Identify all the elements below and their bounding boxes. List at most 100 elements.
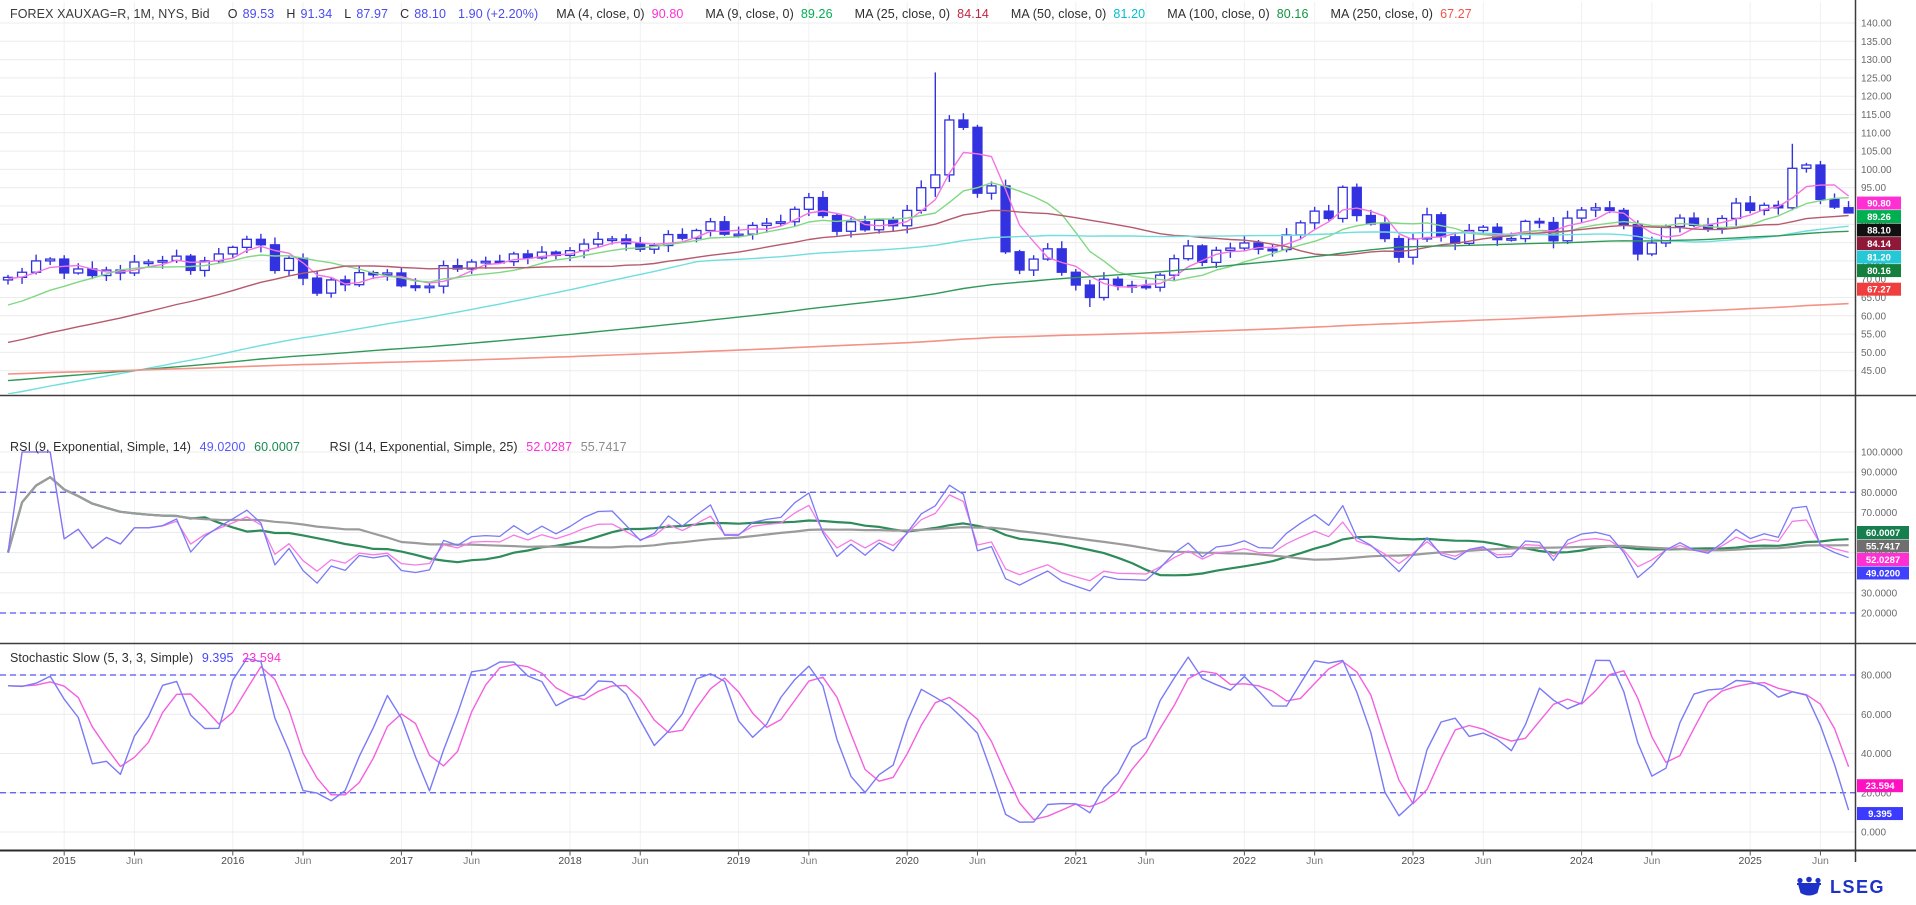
axis-badge	[1857, 779, 1903, 793]
axis-badge-label: 89.26	[1867, 212, 1891, 223]
candle-body	[1225, 247, 1236, 251]
lseg-crest-icon	[1797, 876, 1821, 896]
candle-body	[1590, 207, 1601, 211]
candle-body	[1267, 248, 1278, 252]
candle-body	[1632, 224, 1643, 255]
candle-body	[1815, 164, 1826, 201]
candle-body	[1562, 217, 1573, 242]
candle-body	[1253, 242, 1264, 250]
candle-body	[1239, 242, 1250, 249]
axis-tick-label: 45.00	[1861, 366, 1886, 377]
candle-body	[1843, 207, 1854, 214]
candle-body	[1140, 285, 1152, 289]
candle-body	[1070, 271, 1081, 286]
candle-body	[1197, 245, 1208, 264]
candle-body	[607, 238, 618, 242]
candle-body	[1787, 167, 1798, 209]
candle-body	[972, 126, 983, 194]
vertical-gridlines	[63, 2, 1821, 849]
candle-body	[157, 259, 168, 263]
axis-tick-label: 100.0000	[1861, 448, 1903, 459]
axis-tick-label: 130.00	[1861, 55, 1892, 66]
stoch-badges: 23.594 9.395	[1857, 779, 1903, 821]
ma25-line	[7, 209, 1849, 344]
rsi-slow-line	[7, 451, 1849, 582]
month-tick-label: Jun	[463, 855, 480, 867]
axis-badge	[1857, 196, 1901, 210]
candle-body	[1745, 202, 1756, 212]
axis-badge-label: 67.27	[1867, 284, 1891, 295]
candle-body	[241, 238, 253, 249]
candle-body	[1154, 274, 1166, 288]
candle-body	[635, 243, 646, 250]
axis-badge	[1857, 250, 1901, 264]
candle-body	[382, 272, 393, 276]
time-axis-labels: 2015 Jun 2016 Jun 2017 Jun 2018 Jun 2019 Jun 2020 J…	[53, 850, 1829, 867]
ma100-line	[7, 230, 1849, 382]
axis-tick-label: 20.0000	[1861, 609, 1898, 620]
axis-badge-label: 52.0287	[1866, 555, 1900, 566]
axis-tick-label: 115.00	[1861, 110, 1891, 121]
candle-body	[466, 261, 477, 270]
month-tick-label: Jun	[1812, 855, 1829, 867]
candle-body	[705, 221, 716, 232]
candle-body	[1042, 248, 1053, 260]
candle-body	[944, 119, 955, 176]
year-tick-label: 2019	[727, 855, 751, 867]
candle-body	[1084, 284, 1095, 299]
year-tick-label: 2020	[896, 855, 920, 867]
year-tick-label: 2021	[1064, 855, 1088, 867]
year-tick-label: 2022	[1233, 855, 1257, 867]
axis-badge	[1857, 807, 1903, 821]
axis-badge	[1857, 264, 1901, 278]
year-tick-label: 2015	[53, 855, 77, 867]
month-tick-label: Jun	[1138, 855, 1155, 867]
axis-tick-label: 120.00	[1861, 92, 1892, 103]
axis-badge-label: 9.395	[1868, 809, 1892, 820]
rsi-badges: 60.0007 55.7417 52.0287 49.0200	[1857, 525, 1909, 580]
candle-body	[803, 196, 814, 210]
candle-body	[1829, 198, 1840, 208]
candle-body	[1098, 278, 1110, 299]
candle-body	[1506, 237, 1517, 241]
candles-group[interactable]	[2, 72, 1854, 308]
axis-badge	[1857, 552, 1909, 566]
axis-tick-label: 40.000	[1861, 749, 1892, 760]
candle-body	[677, 233, 688, 239]
month-tick-label: Jun	[126, 855, 143, 867]
candle-body	[1112, 278, 1124, 287]
candle-body	[719, 221, 730, 235]
horizontal-gridlines	[0, 22, 1855, 833]
year-tick-label: 2023	[1401, 855, 1425, 867]
threshold-dashed-lines	[0, 491, 1855, 794]
axis-badge-label: 49.0200	[1866, 568, 1900, 579]
candle-body	[663, 233, 674, 247]
candle-body	[424, 285, 435, 289]
ma-lines-group	[7, 151, 1850, 394]
axis-badge	[1857, 539, 1909, 553]
axis-tick-label: 80.000	[1861, 671, 1892, 682]
candle-body	[1421, 214, 1433, 240]
axis-badge	[1857, 237, 1901, 251]
candle-body	[1731, 202, 1742, 220]
axis-tick-label: 50.00	[1861, 348, 1886, 359]
ma50-line	[7, 225, 1849, 394]
candle-body	[986, 185, 997, 194]
axis-badge-label: 60.0007	[1866, 528, 1900, 539]
month-tick-label: Jun	[1475, 855, 1492, 867]
month-tick-label: Jun	[295, 855, 312, 867]
month-tick-label: Jun	[800, 855, 817, 867]
candle-body	[45, 258, 56, 262]
axis-badge-label: 84.14	[1867, 239, 1891, 250]
candle-body	[536, 251, 548, 259]
candle-body	[227, 246, 238, 255]
lseg-logo: LSEG	[1794, 876, 1885, 898]
axis-badge-label: 55.7417	[1866, 541, 1900, 552]
axis-tick-label: 70.0000	[1861, 508, 1898, 519]
axis-tick-label: 100.00	[1861, 165, 1892, 176]
candle-body	[1351, 186, 1362, 217]
candle-body	[1478, 226, 1489, 232]
axis-tick-label: 140.00	[1861, 19, 1892, 30]
candle-body	[1028, 258, 1039, 271]
